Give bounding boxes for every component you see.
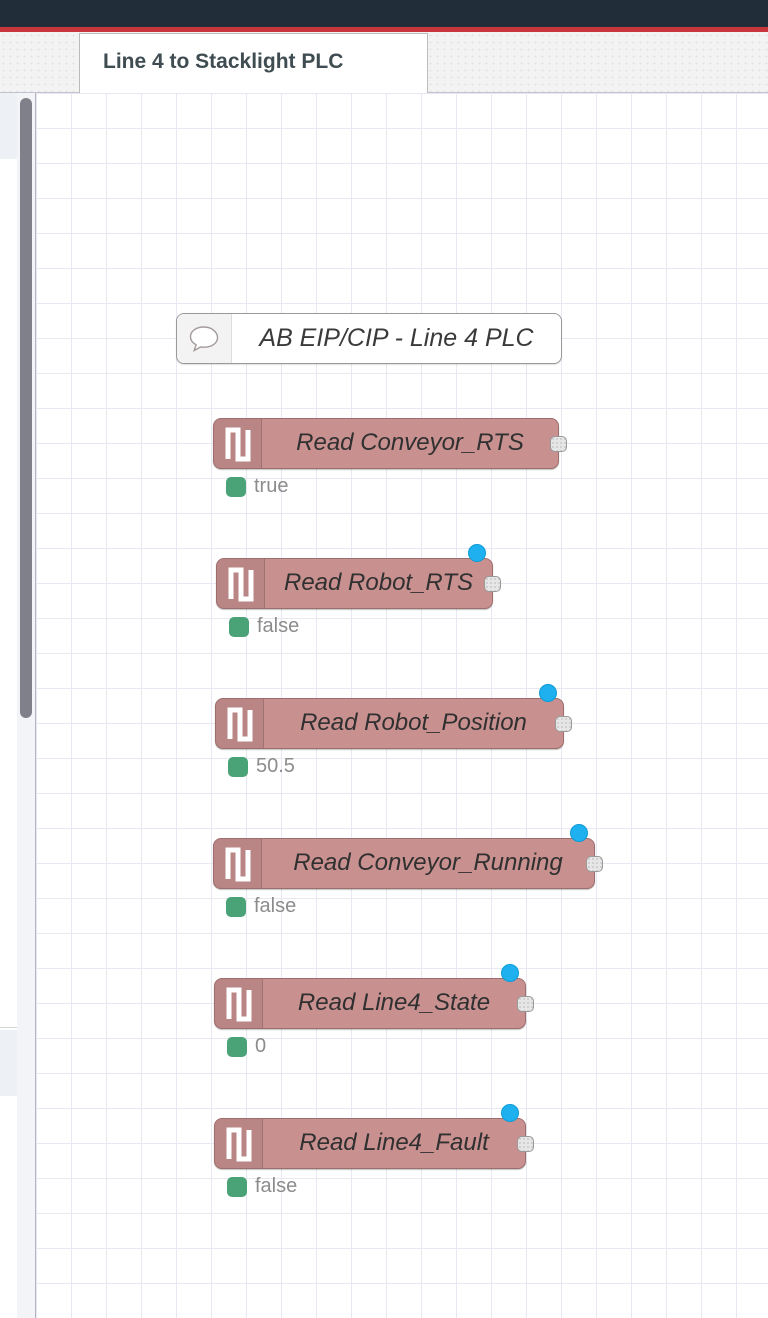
output-port[interactable] xyxy=(517,996,534,1012)
node-read-conveyor-rts[interactable]: Read Conveyor_RTS xyxy=(213,418,567,469)
node-label: Read Conveyor_RTS xyxy=(296,429,524,456)
status-dot-icon xyxy=(226,476,246,497)
node-read-robot-rts[interactable]: Read Robot_RTS xyxy=(216,544,501,609)
node-label: Read Line4_State xyxy=(297,989,491,1016)
comment-node-label: AB EIP/CIP - Line 4 PLC xyxy=(259,324,534,352)
status-dot-icon xyxy=(228,756,248,777)
node-status: 0 xyxy=(227,1035,266,1058)
palette-scroll-thumb[interactable] xyxy=(20,98,32,718)
square-wave-icon xyxy=(226,987,251,1021)
status-dot-icon xyxy=(227,1176,247,1197)
node-status: false xyxy=(226,895,296,918)
status-text: false xyxy=(254,895,297,917)
square-wave-icon xyxy=(228,567,253,601)
output-port[interactable] xyxy=(484,576,501,592)
comment-icon-box xyxy=(177,314,232,363)
output-port[interactable] xyxy=(586,856,603,872)
workspace-tab-bar: Line 4 to Stacklight PLC xyxy=(0,32,768,93)
tab-line-4-to-stacklight-plc[interactable]: Line 4 to Stacklight PLC xyxy=(79,33,428,93)
status-dot-icon xyxy=(227,1036,247,1057)
node-icon-box xyxy=(217,559,265,608)
node-icon-box xyxy=(215,1119,263,1168)
output-port[interactable] xyxy=(555,716,572,732)
palette-section xyxy=(0,93,17,159)
palette-section xyxy=(0,1030,17,1096)
tab-label: Line 4 to Stacklight PLC xyxy=(103,50,344,73)
modified-indicator xyxy=(570,824,588,842)
node-read-line4-state[interactable]: Read Line4_State xyxy=(214,964,534,1029)
node-icon-box xyxy=(216,699,264,748)
palette-divider xyxy=(0,1027,17,1028)
status-text: 50.5 xyxy=(256,755,295,777)
node-icon-box xyxy=(214,839,262,888)
node-status: 50.5 xyxy=(228,755,295,778)
output-port[interactable] xyxy=(550,436,567,452)
node-icon-box xyxy=(214,419,262,468)
flow-canvas[interactable]: AB EIP/CIP - Line 4 PLC Read Conveyor_RT… xyxy=(36,93,768,1318)
node-read-line4-fault[interactable]: Read Line4_Fault xyxy=(214,1104,534,1169)
header-accent-bar xyxy=(0,27,768,32)
node-label: Read Robot_Position xyxy=(300,709,527,736)
modified-indicator xyxy=(501,1104,519,1122)
square-wave-icon xyxy=(227,707,252,741)
node-label: Read Robot_RTS xyxy=(284,569,473,596)
status-text: 0 xyxy=(255,1035,267,1057)
comment-node[interactable]: AB EIP/CIP - Line 4 PLC xyxy=(176,313,562,364)
modified-indicator xyxy=(539,684,557,702)
node-status: false xyxy=(227,1175,297,1198)
status-text: false xyxy=(257,615,300,637)
canvas-left-border xyxy=(35,93,36,1318)
status-dot-icon xyxy=(226,896,246,917)
node-read-robot-position[interactable]: Read Robot_Position xyxy=(215,684,572,749)
square-wave-icon xyxy=(225,427,250,461)
modified-indicator xyxy=(501,964,519,982)
palette-edge xyxy=(0,93,17,1318)
app-header xyxy=(0,0,768,27)
modified-indicator xyxy=(468,544,486,562)
node-label: Read Line4_Fault xyxy=(299,1129,489,1156)
output-port[interactable] xyxy=(517,1136,534,1152)
node-read-conveyor-running[interactable]: Read Conveyor_Running xyxy=(213,824,603,889)
node-icon-box xyxy=(215,979,263,1028)
node-label: Read Conveyor_Running xyxy=(293,849,563,876)
square-wave-icon xyxy=(225,847,250,881)
status-text: true xyxy=(254,475,289,497)
square-wave-icon xyxy=(226,1127,251,1161)
node-status: false xyxy=(229,615,299,638)
status-text: false xyxy=(255,1175,298,1197)
palette-scroll-track[interactable] xyxy=(17,93,35,1318)
status-dot-icon xyxy=(229,616,249,637)
node-status: true xyxy=(226,475,288,498)
comment-bubble-icon xyxy=(189,325,219,352)
